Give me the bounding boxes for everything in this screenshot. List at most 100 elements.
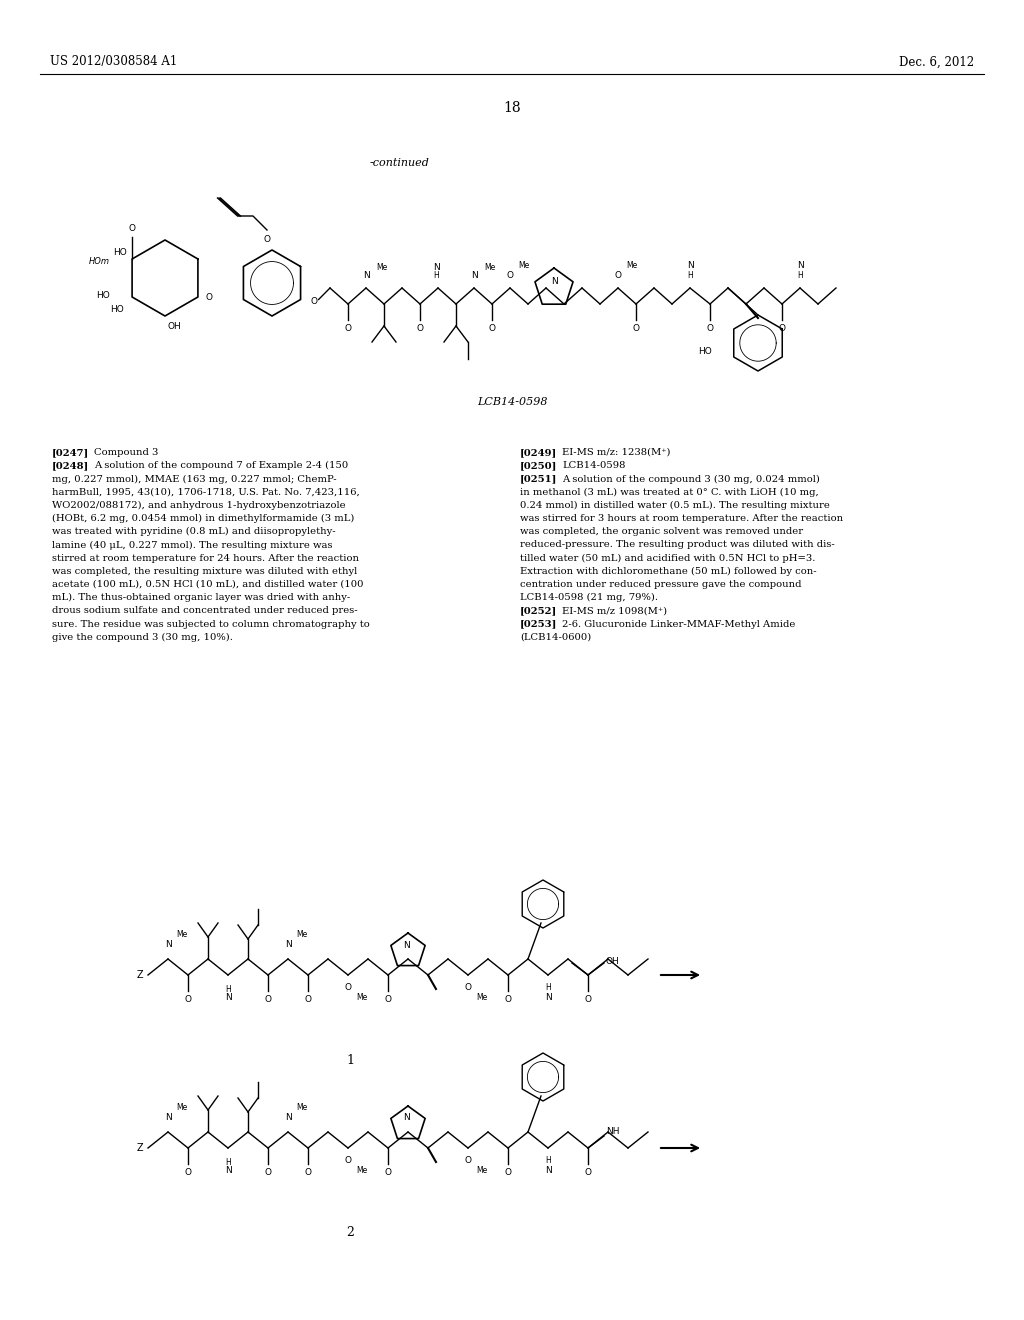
Text: O: O bbox=[310, 297, 317, 306]
Text: (LCB14-0600): (LCB14-0600) bbox=[520, 632, 591, 642]
Text: Compound 3: Compound 3 bbox=[94, 447, 159, 457]
Text: O: O bbox=[505, 995, 512, 1005]
Text: O: O bbox=[304, 1168, 311, 1177]
Text: reduced-pressure. The resulting product was diluted with dis-: reduced-pressure. The resulting product … bbox=[520, 540, 835, 549]
Text: N: N bbox=[165, 1113, 171, 1122]
Text: mL). The thus-obtained organic layer was dried with anhy-: mL). The thus-obtained organic layer was… bbox=[52, 593, 350, 602]
Text: HO: HO bbox=[96, 292, 110, 301]
Text: O: O bbox=[384, 995, 391, 1005]
Text: 2-6. Glucuronide Linker-MMAF-Methyl Amide: 2-6. Glucuronide Linker-MMAF-Methyl Amid… bbox=[562, 619, 796, 628]
Text: O: O bbox=[184, 1168, 191, 1177]
Text: 18: 18 bbox=[503, 102, 521, 115]
Text: Me: Me bbox=[296, 931, 307, 939]
Text: LCB14-0598: LCB14-0598 bbox=[477, 397, 547, 407]
Text: HO: HO bbox=[111, 305, 124, 314]
Text: [0252]: [0252] bbox=[520, 606, 557, 615]
Text: EI-MS m/z: 1238(M⁺): EI-MS m/z: 1238(M⁺) bbox=[562, 447, 671, 457]
Text: O: O bbox=[585, 995, 592, 1005]
Text: sure. The residue was subjected to column chromatography to: sure. The residue was subjected to colum… bbox=[52, 619, 370, 628]
Text: was completed, the resulting mixture was diluted with ethyl: was completed, the resulting mixture was… bbox=[52, 566, 357, 576]
Text: was completed, the organic solvent was removed under: was completed, the organic solvent was r… bbox=[520, 527, 803, 536]
Text: LCB14-0598: LCB14-0598 bbox=[562, 461, 626, 470]
Text: lamine (40 μL, 0.227 mmol). The resulting mixture was: lamine (40 μL, 0.227 mmol). The resultin… bbox=[52, 540, 333, 549]
Text: H: H bbox=[687, 271, 693, 280]
Text: O: O bbox=[585, 1168, 592, 1177]
Text: Me: Me bbox=[476, 1166, 487, 1175]
Text: give the compound 3 (30 mg, 10%).: give the compound 3 (30 mg, 10%). bbox=[52, 632, 232, 642]
Text: [0251]: [0251] bbox=[520, 474, 557, 483]
Text: N: N bbox=[551, 277, 557, 286]
Text: 0.24 mmol) in distilled water (0.5 mL). The resulting mixture: 0.24 mmol) in distilled water (0.5 mL). … bbox=[520, 500, 829, 510]
Text: Z: Z bbox=[136, 970, 143, 979]
Text: N: N bbox=[471, 271, 477, 280]
Text: US 2012/0308584 A1: US 2012/0308584 A1 bbox=[50, 55, 177, 69]
Text: O: O bbox=[206, 293, 213, 301]
Text: N: N bbox=[362, 271, 370, 280]
Text: Dec. 6, 2012: Dec. 6, 2012 bbox=[899, 55, 974, 69]
Text: Me: Me bbox=[376, 263, 387, 272]
Text: O: O bbox=[507, 271, 513, 280]
Text: Me: Me bbox=[356, 993, 368, 1002]
Text: N: N bbox=[687, 261, 693, 271]
Text: [0253]: [0253] bbox=[520, 619, 557, 628]
Text: [0249]: [0249] bbox=[520, 447, 557, 457]
Text: A solution of the compound 7 of Example 2-4 (150: A solution of the compound 7 of Example … bbox=[94, 461, 348, 470]
Text: [0248]: [0248] bbox=[52, 461, 89, 470]
Text: WO2002/088172), and anhydrous 1-hydroxybenzotriazole: WO2002/088172), and anhydrous 1-hydroxyb… bbox=[52, 500, 346, 510]
Text: O: O bbox=[344, 1156, 351, 1166]
Text: H: H bbox=[225, 985, 230, 994]
Text: acetate (100 mL), 0.5N HCl (10 mL), and distilled water (100: acetate (100 mL), 0.5N HCl (10 mL), and … bbox=[52, 579, 364, 589]
Text: H: H bbox=[545, 1156, 551, 1166]
Text: N: N bbox=[285, 940, 292, 949]
Text: stirred at room temperature for 24 hours. After the reaction: stirred at room temperature for 24 hours… bbox=[52, 553, 359, 562]
Text: -continued: -continued bbox=[370, 158, 430, 168]
Text: N: N bbox=[545, 1166, 551, 1175]
Text: N: N bbox=[432, 263, 439, 272]
Text: Me: Me bbox=[518, 261, 529, 271]
Text: O: O bbox=[264, 1168, 271, 1177]
Text: Z: Z bbox=[136, 1143, 143, 1152]
Text: O: O bbox=[614, 271, 622, 280]
Text: O: O bbox=[465, 1156, 471, 1166]
Text: H: H bbox=[797, 271, 803, 280]
Text: Me: Me bbox=[176, 1104, 187, 1111]
Text: N: N bbox=[797, 261, 804, 271]
Text: O: O bbox=[129, 224, 135, 234]
Text: drous sodium sulfate and concentrated under reduced pres-: drous sodium sulfate and concentrated un… bbox=[52, 606, 357, 615]
Text: N: N bbox=[402, 940, 410, 949]
Text: tilled water (50 mL) and acidified with 0.5N HCl to pH=3.: tilled water (50 mL) and acidified with … bbox=[520, 553, 815, 562]
Text: OH: OH bbox=[168, 322, 181, 331]
Text: centration under reduced pressure gave the compound: centration under reduced pressure gave t… bbox=[520, 579, 802, 589]
Text: N: N bbox=[545, 993, 551, 1002]
Text: 2: 2 bbox=[346, 1225, 354, 1238]
Text: O: O bbox=[263, 235, 270, 244]
Text: N: N bbox=[165, 940, 171, 949]
Text: H: H bbox=[225, 1158, 230, 1167]
Text: (HOBt, 6.2 mg, 0.0454 mmol) in dimethylformamide (3 mL): (HOBt, 6.2 mg, 0.0454 mmol) in dimethylf… bbox=[52, 513, 354, 523]
Text: O: O bbox=[184, 995, 191, 1005]
Text: was treated with pyridine (0.8 mL) and diisopropylethy-: was treated with pyridine (0.8 mL) and d… bbox=[52, 527, 336, 536]
Text: Me: Me bbox=[176, 931, 187, 939]
Text: O: O bbox=[465, 983, 471, 993]
Text: OH: OH bbox=[606, 957, 620, 965]
Text: H: H bbox=[545, 983, 551, 993]
Text: N: N bbox=[402, 1114, 410, 1122]
Text: Me: Me bbox=[296, 1104, 307, 1111]
Text: O: O bbox=[344, 323, 351, 333]
Text: O: O bbox=[633, 323, 640, 333]
Text: H: H bbox=[433, 271, 439, 280]
Text: [0250]: [0250] bbox=[520, 461, 557, 470]
Text: Me: Me bbox=[626, 261, 637, 271]
Text: N: N bbox=[224, 993, 231, 1002]
Text: O: O bbox=[344, 983, 351, 993]
Text: N: N bbox=[224, 1166, 231, 1175]
Text: O: O bbox=[505, 1168, 512, 1177]
Text: HO: HO bbox=[114, 248, 127, 257]
Text: O: O bbox=[707, 323, 714, 333]
Text: O: O bbox=[264, 995, 271, 1005]
Text: A solution of the compound 3 (30 mg, 0.024 mmol): A solution of the compound 3 (30 mg, 0.0… bbox=[562, 474, 820, 483]
Text: Me: Me bbox=[476, 993, 487, 1002]
Text: EI-MS m/z 1098(M⁺): EI-MS m/z 1098(M⁺) bbox=[562, 606, 667, 615]
Text: mg, 0.227 mmol), MMAE (163 mg, 0.227 mmol; ChemP-: mg, 0.227 mmol), MMAE (163 mg, 0.227 mmo… bbox=[52, 474, 337, 483]
Text: was stirred for 3 hours at room temperature. After the reaction: was stirred for 3 hours at room temperat… bbox=[520, 513, 843, 523]
